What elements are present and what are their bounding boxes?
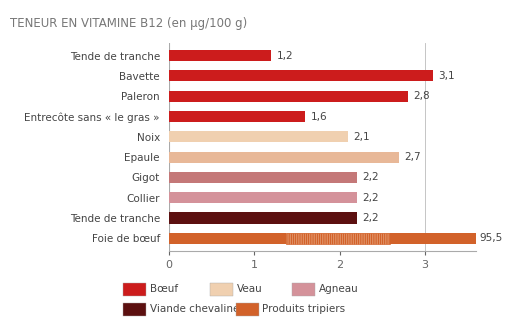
Bar (169, 70, 434, 81)
Bar (169, 172, 357, 183)
Text: 2,2: 2,2 (362, 172, 378, 182)
Text: Agneau: Agneau (318, 284, 358, 294)
Bar (286, 233, 390, 244)
Text: TENEUR EN VITAMINE B12 (en µg/100 g): TENEUR EN VITAMINE B12 (en µg/100 g) (10, 17, 247, 30)
Text: Veau: Veau (237, 284, 262, 294)
Bar (169, 212, 357, 223)
Text: 1,6: 1,6 (311, 112, 327, 122)
Bar (169, 91, 408, 102)
Text: 2,7: 2,7 (404, 152, 421, 162)
Bar (169, 152, 399, 163)
Text: Viande chevaline: Viande chevaline (150, 304, 239, 314)
Text: 2,1: 2,1 (353, 132, 370, 142)
Bar (169, 111, 306, 122)
Text: Produits tripiers: Produits tripiers (262, 304, 345, 314)
Text: 2,8: 2,8 (413, 91, 430, 101)
Bar (169, 192, 357, 203)
Text: 3,1: 3,1 (439, 71, 455, 81)
Bar (286, 233, 390, 244)
Text: 1,2: 1,2 (276, 51, 293, 60)
Text: Bœuf: Bœuf (150, 284, 178, 294)
Bar (169, 50, 271, 61)
Text: 95,5: 95,5 (480, 233, 503, 243)
Text: 2,2: 2,2 (362, 213, 378, 223)
Text: 2,2: 2,2 (362, 193, 378, 203)
Bar (169, 131, 348, 142)
Bar (169, 233, 476, 244)
